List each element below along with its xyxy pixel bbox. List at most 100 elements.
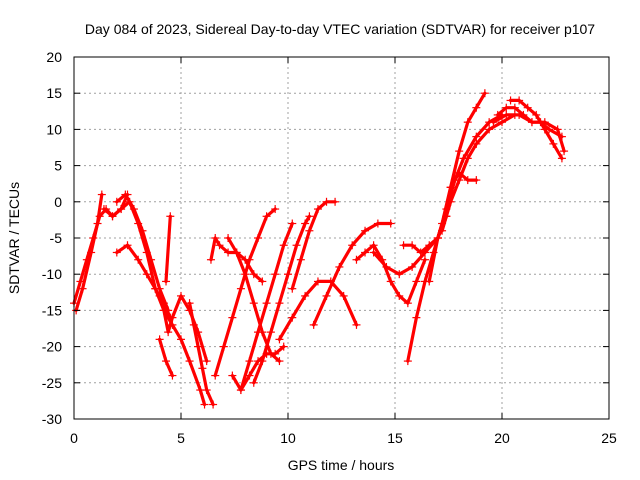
series-arc-18 <box>309 219 395 329</box>
data-point <box>78 284 87 293</box>
data-point <box>455 147 464 156</box>
series-line <box>209 236 264 283</box>
data-point <box>361 248 370 257</box>
data-point <box>446 183 455 192</box>
data-point <box>249 378 258 387</box>
data-point <box>228 313 237 322</box>
data-point <box>202 386 211 395</box>
data-point <box>241 270 250 279</box>
x-tick-label: 20 <box>494 430 510 446</box>
series-arc-2 <box>72 190 106 315</box>
data-point <box>395 270 404 279</box>
data-point <box>472 132 481 141</box>
grid <box>74 57 609 419</box>
y-tick-label: -25 <box>42 375 62 391</box>
series-line <box>440 113 517 233</box>
data-point <box>408 241 417 250</box>
data-point <box>112 197 121 206</box>
data-point <box>489 118 498 127</box>
data-point <box>134 255 143 264</box>
data-point <box>155 335 164 344</box>
data-point <box>97 190 106 199</box>
data-point <box>162 277 171 286</box>
y-tick-label: 15 <box>46 85 62 101</box>
data-point <box>162 357 171 366</box>
data-point <box>168 313 177 322</box>
data-layer <box>70 89 569 409</box>
data-point <box>185 299 194 308</box>
data-point <box>123 241 132 250</box>
series-line <box>164 214 172 283</box>
data-point <box>472 139 481 148</box>
data-point <box>129 205 138 214</box>
data-point <box>279 241 288 250</box>
data-point <box>138 226 147 235</box>
data-point <box>373 219 382 228</box>
y-tick-label: -15 <box>42 302 62 318</box>
series-line <box>427 113 504 283</box>
x-tick-label: 15 <box>387 430 403 446</box>
series-arc-6 <box>155 291 211 366</box>
series-arc-25 <box>446 168 481 192</box>
data-point <box>206 255 215 264</box>
data-point <box>527 118 536 127</box>
data-point <box>369 248 378 257</box>
x-tick-label: 5 <box>177 430 185 446</box>
data-point <box>463 176 472 185</box>
data-point <box>151 284 160 293</box>
x-tick-label: 10 <box>280 430 296 446</box>
data-point <box>112 248 121 257</box>
data-point <box>438 226 447 235</box>
data-point <box>198 364 207 373</box>
data-point <box>224 234 233 242</box>
data-point <box>335 262 344 271</box>
data-point <box>322 291 331 300</box>
data-point <box>245 255 254 264</box>
data-point <box>200 400 209 409</box>
data-point <box>279 342 288 351</box>
data-point <box>322 197 331 206</box>
data-point <box>232 248 241 257</box>
series-arc-27 <box>506 96 566 163</box>
data-point <box>560 147 569 156</box>
data-point <box>296 255 305 264</box>
series-arc-28 <box>493 103 566 141</box>
data-point <box>515 96 524 105</box>
data-point <box>301 291 310 300</box>
data-point <box>498 118 506 127</box>
data-point <box>348 241 357 250</box>
x-tick-label: 0 <box>70 430 78 446</box>
data-point <box>166 212 175 221</box>
data-point <box>284 270 292 279</box>
data-point <box>275 357 284 366</box>
data-point <box>288 284 297 293</box>
data-point <box>236 386 245 395</box>
data-point <box>506 96 515 105</box>
data-point <box>420 255 429 264</box>
x-tick-label: 25 <box>601 430 617 446</box>
series-line <box>115 193 170 312</box>
data-point <box>510 103 519 112</box>
data-point <box>519 110 528 119</box>
data-point <box>185 357 194 366</box>
series-arc-7 <box>155 335 177 380</box>
data-point <box>472 176 481 185</box>
data-point <box>177 335 185 344</box>
chart-title: Day 084 of 2023, Sidereal Day-to-day VTE… <box>85 21 595 37</box>
data-point <box>202 357 211 366</box>
data-point <box>331 197 340 206</box>
data-point <box>254 234 263 242</box>
series-arc-19 <box>352 241 429 308</box>
data-point <box>399 241 408 250</box>
series-arc-16 <box>288 197 340 293</box>
data-point <box>305 212 314 221</box>
data-point <box>271 205 280 214</box>
data-point <box>219 342 228 351</box>
y-tick-label: 20 <box>46 49 62 65</box>
data-point <box>275 335 284 344</box>
data-point <box>275 299 284 308</box>
data-point <box>416 248 425 257</box>
y-axis-label: SDTVAR / TECUs <box>6 182 22 294</box>
data-point <box>301 219 310 228</box>
